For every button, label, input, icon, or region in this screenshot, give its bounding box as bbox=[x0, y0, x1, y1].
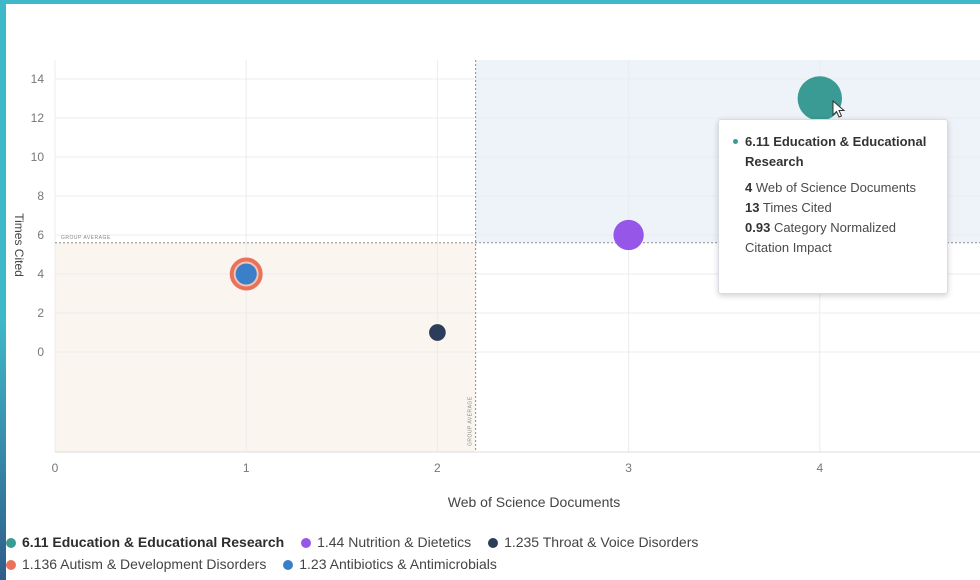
tooltip-cited-value: 13 bbox=[745, 200, 760, 215]
legend-dot bbox=[488, 538, 499, 548]
tooltip-cited: 13 Times Cited bbox=[745, 198, 935, 218]
legend-dot bbox=[6, 560, 16, 570]
data-point bbox=[235, 263, 257, 285]
x-tick-label: 3 bbox=[625, 461, 632, 475]
y-tick-label: 2 bbox=[37, 306, 44, 320]
legend-label: 1.23 Antibiotics & Antimicrobials bbox=[299, 556, 497, 572]
legend-item-autism[interactable]: 1.136 Autism & Development Disorders bbox=[6, 553, 266, 575]
legend-item-education[interactable]: 6.11 Education & Educational Research bbox=[6, 531, 284, 553]
tooltip-docs-label: Web of Science Documents bbox=[755, 180, 917, 195]
y-tick-label: 10 bbox=[31, 150, 45, 164]
data-point bbox=[613, 219, 644, 251]
data-point bbox=[429, 324, 446, 341]
y-tick-label: 4 bbox=[37, 267, 44, 281]
y-tick-label: 6 bbox=[37, 228, 44, 242]
data-tooltip: 6.11 Education & Educational Research 4 … bbox=[718, 119, 948, 294]
legend-item-nutrition[interactable]: 1.44 Nutrition & Dietetics bbox=[301, 531, 471, 553]
y-tick-label: 14 bbox=[31, 72, 45, 86]
data-point bbox=[797, 76, 843, 121]
tooltip-cnci: 0.93 Category Normalized Citation Impact bbox=[745, 218, 935, 258]
tooltip-series-dot bbox=[733, 139, 738, 144]
mouse-pointer-icon bbox=[832, 100, 846, 118]
tooltip-cnci-value: 0.93 bbox=[745, 220, 771, 235]
tooltip-cited-label: Times Cited bbox=[762, 200, 832, 215]
top-border bbox=[0, 0, 980, 4]
legend-item-throat-voice[interactable]: 1.235 Throat & Voice Disorders bbox=[488, 531, 698, 553]
tooltip-docs: 4 Web of Science Documents bbox=[745, 178, 935, 198]
x-tick-label: 4 bbox=[816, 461, 823, 475]
legend-dot bbox=[301, 538, 312, 548]
x-tick-label: 2 bbox=[434, 461, 441, 475]
y-tick-label: 0 bbox=[37, 345, 44, 359]
legend-row-1: 6.11 Education & Educational Research 1.… bbox=[6, 531, 711, 553]
legend-item-antibiotics[interactable]: 1.23 Antibiotics & Antimicrobials bbox=[283, 553, 497, 575]
group-average-label-h: GROUP AVERAGE bbox=[61, 235, 111, 241]
legend-label: 1.44 Nutrition & Dietetics bbox=[317, 534, 472, 550]
tooltip-title: 6.11 Education & Educational Research bbox=[745, 134, 927, 169]
y-tick-label: 12 bbox=[31, 111, 45, 125]
quadrant-low-low bbox=[55, 242, 476, 452]
y-tick-label: 8 bbox=[37, 189, 44, 203]
left-border bbox=[0, 0, 6, 580]
x-tick-label: 1 bbox=[243, 461, 250, 475]
chart-legend: 6.11 Education & Educational Research 1.… bbox=[6, 531, 711, 575]
tooltip-docs-value: 4 bbox=[745, 180, 753, 195]
legend-label: 1.235 Throat & Voice Disorders bbox=[504, 534, 699, 550]
legend-row-2: 1.136 Autism & Development Disorders 1.2… bbox=[6, 553, 711, 575]
group-average-label-v: GROUP AVERAGE bbox=[468, 396, 474, 446]
legend-dot bbox=[6, 538, 16, 548]
y-axis-label: Times Cited bbox=[12, 213, 26, 277]
legend-label: 6.11 Education & Educational Research bbox=[22, 534, 285, 550]
x-axis-label: Web of Science Documents bbox=[448, 494, 621, 510]
x-tick-label: 0 bbox=[52, 461, 59, 475]
legend-dot bbox=[283, 560, 294, 570]
tooltip-cnci-label: Category Normalized Citation Impact bbox=[745, 220, 897, 255]
legend-label: 1.136 Autism & Development Disorders bbox=[22, 556, 267, 572]
